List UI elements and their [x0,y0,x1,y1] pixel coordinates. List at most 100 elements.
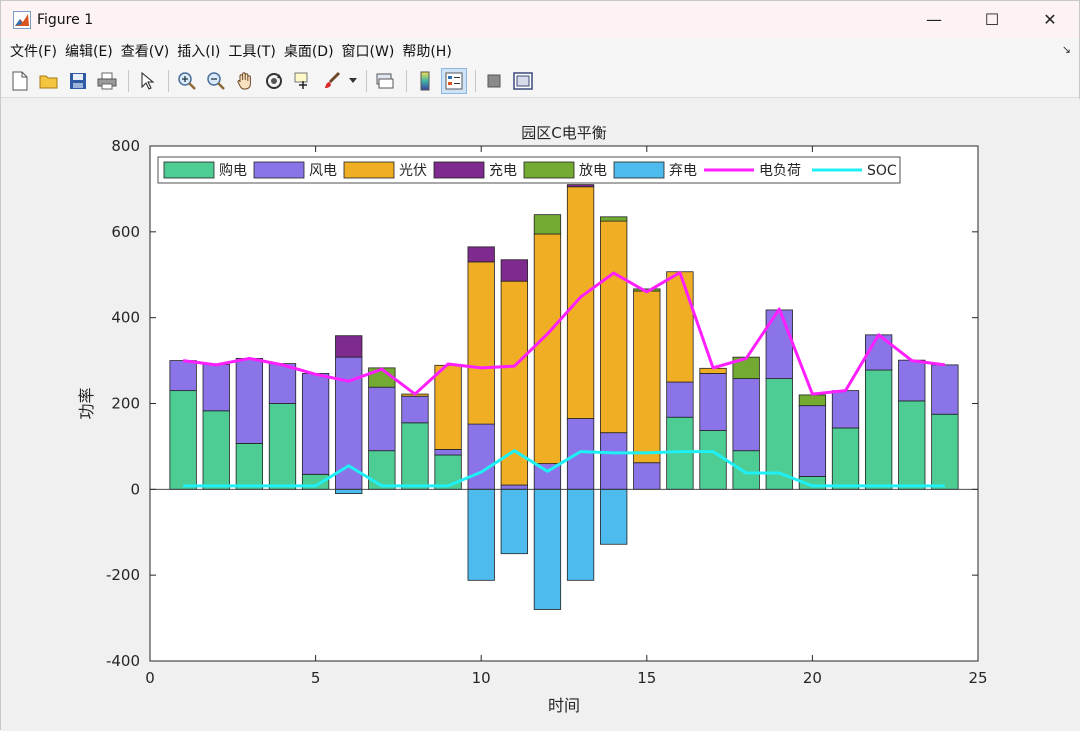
bar-风电[interactable] [235,358,264,444]
bar-风电[interactable] [898,359,926,402]
bar-购电[interactable] [831,427,860,490]
select-arrow-icon[interactable] [134,68,160,94]
bar-购电[interactable] [765,378,793,490]
brush-dropdown-icon[interactable] [348,68,358,94]
zoom-out-icon[interactable] [203,68,229,94]
x-tick-label: 25 [968,669,987,687]
bar-充电[interactable] [500,259,528,282]
menu-file[interactable]: 文件(F) [10,44,57,60]
dock-arrow-icon[interactable]: ↘ [1061,43,1071,56]
bar-弃电[interactable] [600,488,628,545]
zoom-in-icon[interactable] [174,68,200,94]
bar-风电[interactable] [931,364,959,415]
bar-弃电[interactable] [335,488,363,495]
pan-hand-icon[interactable] [232,68,258,94]
bar-弃电[interactable] [566,488,595,581]
bar-购电[interactable] [235,443,264,490]
save-icon[interactable] [65,68,91,94]
legend-icon[interactable] [441,67,467,94]
bar-放电[interactable] [533,214,562,235]
menu-help[interactable]: 帮助(H) [402,44,452,60]
legend-label: 购电 [219,163,247,179]
colorbar-icon[interactable] [412,68,438,94]
y-tick-label: 200 [111,395,140,413]
legend-label: SOC [867,163,897,179]
menu-insert[interactable]: 插入(I) [177,44,221,60]
bar-风电[interactable] [600,432,628,490]
bar-风电[interactable] [401,395,429,424]
menu-view[interactable]: 查看(V) [120,44,170,60]
bar-风电[interactable] [467,423,495,490]
bar-风电[interactable] [699,373,727,431]
chart-title: 园区C电平衡 [521,124,606,142]
show-plot-tools-icon[interactable] [510,68,536,94]
bar-光伏[interactable] [434,364,462,450]
bar-风电[interactable] [434,449,462,456]
bar-购电[interactable] [268,403,297,490]
bar-充电[interactable] [566,184,595,188]
bar-光伏[interactable] [633,290,661,464]
bar-充电[interactable] [467,246,495,263]
menu-window[interactable]: 窗口(W) [341,44,395,60]
bar-充电[interactable] [335,335,363,358]
bar-风电[interactable] [566,418,595,490]
bar-风电[interactable] [301,373,330,475]
bar-风电[interactable] [831,390,860,429]
bar-光伏[interactable] [500,280,528,486]
link-plot-icon[interactable] [372,68,398,94]
bar-购电[interactable] [202,410,230,490]
new-figure-icon[interactable] [7,68,33,94]
bar-购电[interactable] [368,450,396,490]
bar-弃电[interactable] [500,488,528,555]
data-cursor-icon[interactable] [290,68,316,94]
y-tick-label: 800 [111,137,140,155]
bar-光伏[interactable] [666,271,694,383]
bar-放电[interactable] [600,216,628,222]
window-title: Figure 1 [37,11,94,28]
bar-光伏[interactable] [566,186,595,419]
bar-购电[interactable] [169,390,197,490]
bar-风电[interactable] [268,363,297,404]
bar-光伏[interactable] [600,220,628,434]
chart[interactable]: 园区C电平衡 -400 -200 0 200 400 600 800 0 5 10 15 20 25 时间 功… [1,99,1079,729]
bar-购电[interactable] [401,422,429,490]
print-icon[interactable] [94,68,120,94]
maximize-button[interactable]: ☐ [984,10,1000,29]
menu-edit[interactable]: 编辑(E) [64,44,113,60]
close-button[interactable]: ✕ [1043,10,1057,29]
legend-swatch-放电 [523,161,575,179]
bar-购电[interactable] [732,450,760,490]
rotate-3d-icon[interactable] [261,68,287,94]
minimize-button[interactable]: — [926,10,942,29]
line-SOC[interactable] [183,449,945,488]
bar-风电[interactable] [732,378,760,452]
x-tick-label: 20 [803,669,822,687]
bar-购电[interactable] [898,400,926,490]
bar-风电[interactable] [500,484,528,490]
bar-风电[interactable] [368,386,396,452]
brush-icon[interactable] [319,68,345,94]
menu-tools[interactable]: 工具(T) [228,44,276,60]
bar-购电[interactable] [434,454,462,490]
bar-风电[interactable] [666,381,694,418]
bar-放电[interactable] [798,394,827,407]
bar-购电[interactable] [931,413,959,490]
line-电负荷[interactable] [182,271,946,396]
bar-购电[interactable] [699,430,727,490]
bar-风电[interactable] [169,360,197,392]
bar-风电[interactable] [633,462,661,490]
bar-光伏[interactable] [533,233,562,464]
x-tick-label: 0 [145,669,155,687]
bar-购电[interactable] [864,369,893,490]
bar-光伏[interactable] [467,261,495,425]
hide-plot-tools-icon[interactable] [481,68,507,94]
toolbar-separator [128,69,129,92]
open-folder-icon[interactable] [36,68,62,94]
legend-swatch-风电 [253,161,305,179]
bar-弃电[interactable] [533,488,562,610]
bar-弃电[interactable] [467,488,495,581]
menu-desktop[interactable]: 桌面(D) [283,44,334,60]
bar-风电[interactable] [798,405,827,477]
bar-风电[interactable] [202,364,230,412]
